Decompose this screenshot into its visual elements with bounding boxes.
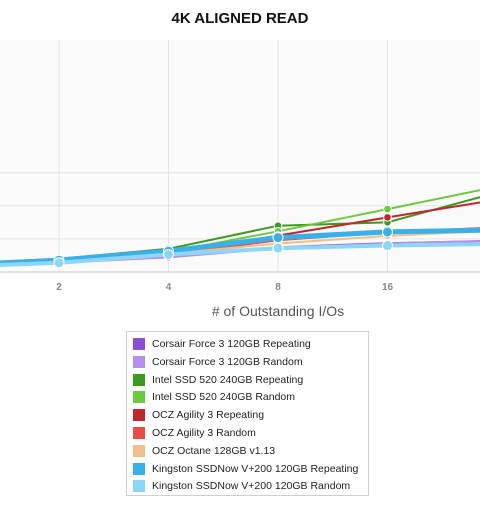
chart-legend: Corsair Force 3 120GB Repeating Corsair F… [126, 331, 369, 496]
legend-label: Kingston SSDNow V+200 120GB Repeating [152, 462, 359, 475]
legend-label: OCZ Agility 3 Repeating [152, 409, 265, 422]
legend-item: Kingston SSDNow V+200 120GB Repeating [133, 461, 358, 477]
legend-label: Corsair Force 3 120GB Repeating [152, 338, 311, 350]
legend-swatch [133, 373, 145, 386]
legend-item: Intel SSD 520 240GB Random [133, 389, 295, 405]
legend-label: OCZ Octane 128GB v1.13 [152, 444, 276, 457]
x-tick-label: 8 [275, 282, 281, 293]
legend-item: Corsair Force 3 120GB Repeating [133, 336, 311, 352]
legend-swatch [133, 409, 145, 422]
x-tick-label: 2 [56, 282, 62, 293]
data-point [272, 232, 284, 244]
data-point [53, 257, 65, 269]
legend-item: OCZ Agility 3 Random [133, 425, 256, 441]
data-point [272, 242, 284, 254]
data-point [163, 248, 174, 260]
data-point [382, 240, 393, 252]
series-line [0, 227, 480, 266]
legend-swatch [133, 462, 145, 475]
x-tick-label: 4 [166, 282, 172, 293]
line-chart: 2 4 8 16 # of Outstanding I/Os [0, 40, 480, 319]
data-point [383, 213, 392, 222]
legend-swatch [133, 355, 145, 368]
legend-swatch [133, 480, 145, 493]
legend-label: Kingston SSDNow V+200 120GB Random [152, 480, 351, 493]
legend-label: Intel SSD 520 240GB Repeating [152, 373, 304, 386]
plot-background [0, 40, 480, 272]
x-tick-label: 16 [382, 282, 394, 293]
legend-swatch [133, 444, 145, 457]
legend-swatch [133, 391, 145, 404]
data-point [382, 226, 393, 238]
x-axis-title: # of Outstanding I/Os [212, 303, 344, 319]
legend-label: Intel SSD 520 240GB Random [152, 391, 296, 404]
legend-item: OCZ Octane 128GB v1.13 [133, 443, 275, 459]
chart-title: 4K ALIGNED READ [171, 10, 309, 27]
data-point [383, 204, 392, 214]
legend-label: OCZ Agility 3 Random [152, 427, 256, 439]
series-line [0, 242, 480, 268]
legend-item: Corsair Force 3 120GB Random [133, 354, 303, 370]
legend-item: OCZ Agility 3 Repeating [133, 407, 264, 423]
legend-swatch [133, 427, 145, 439]
legend-swatch [133, 338, 145, 350]
legend-item: Intel SSD 520 240GB Repeating [133, 372, 303, 388]
legend-item: Kingston SSDNow V+200 120GB Random [133, 478, 350, 494]
legend-label: Corsair Force 3 120GB Random [152, 355, 303, 368]
